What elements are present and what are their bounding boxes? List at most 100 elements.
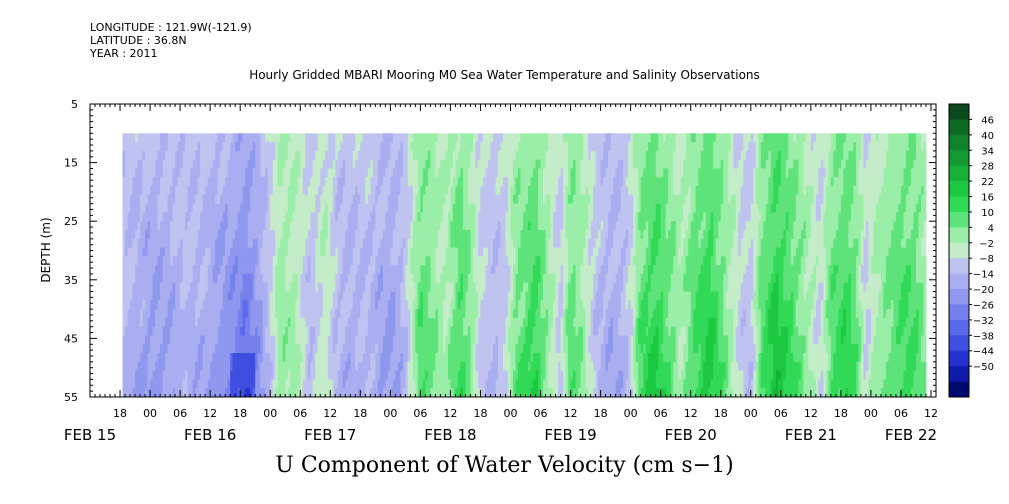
heatmap-cell [222, 370, 226, 380]
heatmap-cell [407, 229, 411, 240]
heatmap-cell [212, 133, 216, 143]
heatmap-cell [447, 168, 451, 178]
heatmap-cell [422, 186, 426, 196]
heatmap-cell [375, 335, 379, 345]
heatmap-cell [262, 265, 266, 275]
heatmap-cell [270, 238, 274, 248]
heatmap-cell [450, 203, 454, 213]
heatmap-cell [190, 203, 194, 213]
heatmap-cell [528, 256, 531, 266]
heatmap-cell [195, 344, 199, 354]
heatmap-cell [290, 168, 294, 178]
heatmap-cell [357, 317, 361, 328]
heatmap-cell [132, 282, 136, 292]
heatmap-cell [202, 256, 206, 266]
heatmap-cell [450, 273, 454, 284]
heatmap-cell [402, 388, 406, 398]
heatmap-cell [400, 388, 404, 398]
heatmap-cell [160, 177, 163, 187]
heatmap-cell [407, 353, 411, 363]
heatmap-cell [440, 344, 444, 354]
heatmap-cell [327, 229, 331, 240]
heatmap-cell [300, 133, 304, 143]
heatmap-cell [513, 300, 516, 310]
heatmap-cell [307, 150, 311, 161]
heatmap-cell [232, 212, 236, 222]
heatmap-cell [185, 256, 189, 266]
heatmap-cell [500, 159, 504, 169]
chart-title: Hourly Gridded MBARI Mooring M0 Sea Wate… [249, 68, 760, 82]
heatmap-cell [362, 379, 366, 389]
heatmap-cell [492, 335, 496, 345]
heatmap-cell [332, 317, 336, 328]
heatmap-cell [382, 291, 386, 301]
heatmap-cell [265, 194, 269, 205]
heatmap-cell [482, 309, 486, 319]
heatmap-cell [470, 168, 474, 178]
heatmap-cell [420, 142, 424, 152]
heatmap-cell [412, 256, 416, 266]
heatmap-cell [317, 256, 321, 266]
heatmap-cell [185, 353, 189, 363]
heatmap-cell [395, 388, 399, 398]
heatmap-cell [240, 229, 244, 240]
heatmap-cell [425, 300, 429, 310]
heatmap-cell [157, 177, 161, 187]
heatmap-cell [192, 150, 196, 161]
heatmap-cell [365, 344, 369, 354]
heatmap-cell [445, 238, 449, 248]
heatmap-cell [445, 186, 449, 196]
heatmap-cell [402, 212, 406, 222]
heatmap-cell [355, 142, 359, 152]
heatmap-cell [462, 282, 466, 292]
heatmap-cell [490, 221, 494, 231]
heatmap-cell [400, 361, 404, 372]
heatmap-cell [502, 353, 506, 363]
heatmap-cell [260, 273, 264, 284]
heatmap-cell [350, 388, 354, 398]
heatmap-cell [220, 335, 224, 345]
heatmap-cell [350, 177, 354, 187]
heatmap-cell [277, 238, 281, 248]
heatmap-cell [190, 273, 194, 284]
heatmap-cell [382, 300, 386, 310]
heatmap-cell [457, 229, 461, 240]
heatmap-cell [390, 388, 394, 398]
heatmap-cell [370, 142, 374, 152]
heatmap-cell [185, 335, 189, 345]
heatmap-cell [270, 379, 274, 389]
heatmap-cell [490, 203, 494, 213]
heatmap-cell [510, 159, 514, 169]
heatmap-cell [410, 168, 414, 178]
heatmap-cell [325, 265, 329, 275]
heatmap-cell [327, 159, 331, 169]
heatmap-cell [360, 379, 364, 389]
heatmap-cell [227, 361, 231, 372]
heatmap-cell [315, 247, 319, 257]
heatmap-cell [355, 317, 359, 328]
heatmap-cell [165, 335, 168, 345]
heatmap-cell [220, 309, 224, 319]
heatmap-cell [392, 309, 396, 319]
heatmap-cell [330, 361, 334, 372]
heatmap-cell [322, 326, 326, 336]
heatmap-cell [435, 247, 439, 257]
heatmap-cell [352, 265, 356, 275]
heatmap-cell [440, 177, 444, 187]
heatmap-cell [460, 273, 464, 284]
heatmap-cell [245, 256, 249, 266]
heatmap-cell [400, 247, 404, 257]
heatmap-cell [472, 212, 476, 222]
heatmap-cell [122, 159, 126, 169]
heatmap-cell [397, 379, 401, 389]
heatmap-cell [467, 300, 471, 310]
heatmap-cell [500, 177, 504, 187]
heatmap-cell [385, 317, 389, 328]
heatmap-cell [140, 177, 143, 187]
heatmap-cell [312, 203, 316, 213]
heatmap-cell [442, 133, 446, 143]
heatmap-cell [205, 379, 209, 389]
heatmap-cell [200, 317, 204, 328]
heatmap-cell [352, 317, 356, 328]
heatmap-cell [502, 247, 506, 257]
